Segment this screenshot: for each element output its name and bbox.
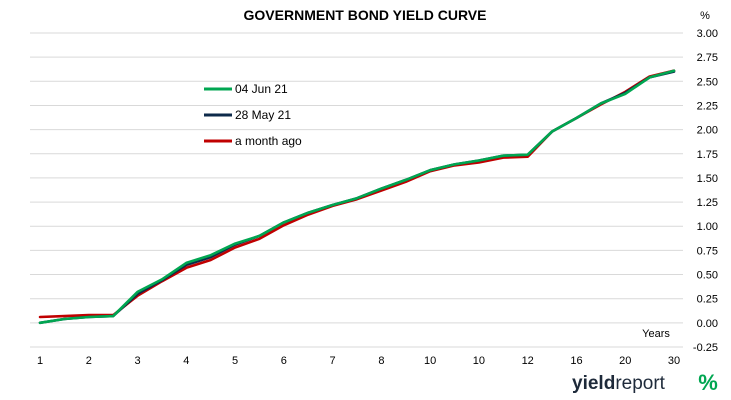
x-tick-label: 12 [522,355,534,367]
y-tick-label: 1.25 [697,197,718,209]
series-line [38,69,676,319]
x-tick-label: 10 [473,355,485,367]
y-unit-label: % [700,10,710,22]
x-axis-ticks: 1 2 3 4 5 6 7 8 10 10 12 16 20 30 [37,355,680,367]
x-tick-label: 4 [183,355,189,367]
x-unit-label: Years [642,328,670,340]
x-tick-label: 10 [424,355,436,367]
y-tick-label: 0.00 [697,318,718,330]
x-tick-label: 30 [668,355,680,367]
x-tick-label: 8 [378,355,384,367]
x-tick-label: 7 [330,355,336,367]
x-tick-label: 20 [619,355,631,367]
y-tick-label: 2.25 [697,100,718,112]
y-tick-label: 2.50 [697,76,718,88]
legend: 04 Jun 21 28 May 21 a month ago [204,82,302,148]
legend-item: a month ago [204,134,302,148]
logo-text-bold: yield [572,373,615,394]
legend-label: 28 May 21 [235,108,291,122]
y-tick-label: 0.75 [697,245,718,257]
y-tick-label: 2.75 [697,52,718,64]
yieldreport-logo: yieldreport % [572,370,718,395]
series-line [38,69,676,325]
legend-item: 04 Jun 21 [204,82,288,96]
x-tick-label: 2 [86,355,92,367]
y-tick-label: 1.75 [697,149,718,161]
logo-percent-mark: % [698,370,718,395]
x-tick-label: 5 [232,355,238,367]
legend-item: 28 May 21 [204,108,291,122]
gridlines [30,32,683,348]
y-axis-ticks: 3.00 2.75 2.50 2.25 2.00 1.75 1.50 1.25 1.00 0.75… [693,28,718,354]
y-tick-label: -0.25 [693,342,718,354]
chart-title: GOVERNMENT BOND YIELD CURVE [244,7,487,23]
x-tick-label: 3 [134,355,140,367]
x-tick-label: 16 [570,355,582,367]
x-tick-label: 1 [37,355,43,367]
y-tick-label: 1.00 [697,221,718,233]
legend-label: a month ago [235,134,302,148]
y-tick-label: 0.50 [697,270,718,282]
y-tick-label: 0.25 [697,294,718,306]
series-lines [38,69,676,325]
x-tick-label: 6 [281,355,287,367]
legend-label: 04 Jun 21 [235,82,288,96]
y-tick-label: 3.00 [697,28,718,40]
svg-text:yieldreport: yieldreport [572,373,666,394]
logo-text-light: report [615,373,665,394]
y-tick-label: 2.00 [697,125,718,137]
y-tick-label: 1.50 [697,173,718,185]
